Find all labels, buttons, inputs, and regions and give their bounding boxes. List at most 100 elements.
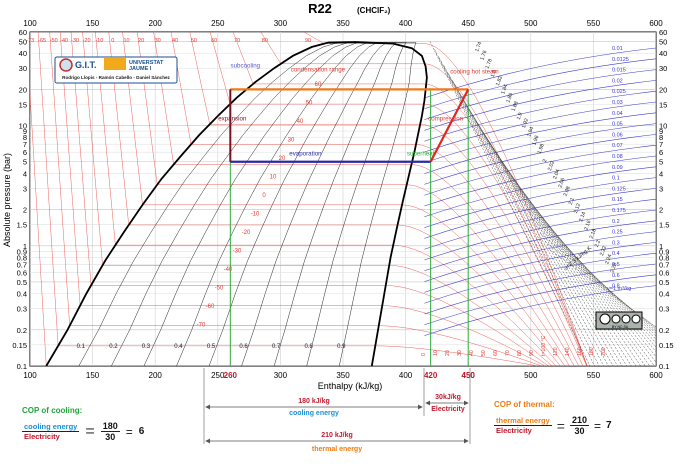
superheat-temp-label: 20 <box>445 350 451 356</box>
superheat-temp-label: 90 <box>529 350 535 356</box>
entropy-label: 1.86 <box>505 92 514 104</box>
entropy-label: 1.84 <box>500 84 509 96</box>
y-tick-label-left: 0.5 <box>17 278 27 287</box>
y-tick-label-left: 10 <box>19 122 27 131</box>
density-label: 0.03 <box>612 100 623 106</box>
entropy-label: 2.14 <box>578 211 587 223</box>
density-label: 0.4 <box>612 251 620 257</box>
entropy-line <box>517 193 656 344</box>
density-label: 0.5 <box>612 262 620 268</box>
y-tick-label-left: 0.2 <box>17 326 27 335</box>
temperature-label-top: -10 <box>95 38 103 44</box>
cycle-annotation: superheat <box>407 151 435 158</box>
y-tick-label-right: 7 <box>659 140 663 149</box>
thermal-value: 210 kJ/kg <box>321 432 353 439</box>
y-tick-label-right: 40 <box>659 49 667 58</box>
density-line <box>424 112 656 164</box>
y-tick-label-right: 4 <box>659 169 663 178</box>
temperature-label-top: -40 <box>60 38 68 44</box>
cop-thermal-fraction-labels: thermal energy Electricity <box>494 416 552 435</box>
isotherm-line <box>108 32 561 366</box>
temperature-label-top: -73 <box>26 38 34 44</box>
x-tick-label-top: 100 <box>23 19 37 28</box>
density-line <box>424 231 656 282</box>
temperature-label-top: 70 <box>234 38 240 44</box>
quality-label: 0.6 <box>239 344 248 350</box>
density-line <box>424 134 656 185</box>
entropy-line <box>494 153 655 366</box>
entropy-line <box>531 217 656 334</box>
isotherm-label: -50 <box>215 286 224 292</box>
superheat-temp-label: 200 <box>601 347 607 356</box>
superheat-temp-label: 140 <box>565 347 571 356</box>
cop-cooling-fraction-values: 180 30 <box>100 421 120 442</box>
temperature-label-top: 30 <box>155 38 161 44</box>
y-tick-label-right: 0.2 <box>659 326 669 335</box>
quality-label: 0.3 <box>142 344 151 350</box>
cycle-annotation: cooling hot steam <box>450 68 499 75</box>
cooling-label: cooling energy <box>289 410 339 417</box>
isotherm-line <box>260 32 588 366</box>
x-tick-label-top: 600 <box>649 19 663 28</box>
y-tick-label-right: 20 <box>659 85 667 94</box>
quality-line <box>306 42 407 366</box>
quality-label: 0.5 <box>207 344 216 350</box>
compression-line <box>429 88 470 163</box>
y-tick-label-right: 0.3 <box>659 305 669 314</box>
isotherm-label: 0 <box>262 193 266 199</box>
isotherm-label: 50 <box>306 101 313 107</box>
density-line <box>424 285 656 336</box>
density-label: 0.125 <box>612 186 626 192</box>
cycle-annotation: subcooling <box>231 62 261 69</box>
y-tick-label-left: 0.8 <box>17 253 27 262</box>
y-tick-label-right: 6 <box>659 148 663 157</box>
entropy-label: 2.1 <box>568 197 576 206</box>
superheat-temp-label: 70 <box>505 350 511 356</box>
entropy-line <box>434 49 595 366</box>
entropy-label: 1.74 <box>474 41 483 53</box>
equals-sign-4: = <box>594 418 602 433</box>
density-lines <box>424 47 656 336</box>
cop-cooling-block: COP of cooling: cooling energy Electrici… <box>22 406 192 442</box>
univ-line2: JAUME I <box>129 66 152 72</box>
marked-enthalpy-label: 420 <box>424 371 438 380</box>
y-tick-label-left: 0.1 <box>17 362 27 371</box>
entropy-label: 1.96 <box>531 135 540 147</box>
density-line <box>424 144 656 196</box>
entropy-label: 1.98 <box>537 143 546 155</box>
y-tick-label-left: 0.4 <box>17 290 27 299</box>
cop-thermal-result: 7 <box>606 420 612 431</box>
y-tick-label-left: 1 <box>23 242 27 251</box>
temperature-label-top: 60 <box>211 38 217 44</box>
x-tick-label-bottom: 250 <box>211 371 225 380</box>
entropy-line <box>443 65 604 366</box>
y-tick-label-left: 40 <box>19 49 27 58</box>
quality-label: 0.8 <box>305 344 314 350</box>
x-tick-label-top: 400 <box>399 19 413 28</box>
y-tick-label-left: 20 <box>19 85 27 94</box>
x-tick-label-bottom: 600 <box>649 371 663 380</box>
density-line <box>424 155 656 207</box>
density-label: 0.06 <box>612 132 623 138</box>
isotherm-line <box>170 32 579 366</box>
quality-label: 0.4 <box>174 344 183 350</box>
density-line <box>424 58 656 110</box>
y-tick-label-right: 9 <box>659 127 663 136</box>
x-tick-label-bottom: 150 <box>86 371 100 380</box>
y-tick-label-left: 0.7 <box>17 260 27 269</box>
superheat-temp-label: 40 <box>469 350 475 356</box>
equals-sign-3: = <box>556 417 565 434</box>
entropy-label: 1.82 <box>495 75 504 87</box>
y-tick-label-right: 0.1 <box>659 362 669 371</box>
license-text: BY NC SA <box>612 325 629 329</box>
temperature-label-top: 0 <box>111 38 114 44</box>
cycle-annotation: expansion <box>218 116 247 123</box>
y-axis-title: Absolute pressure (bar) <box>2 153 12 247</box>
density-line <box>424 220 656 272</box>
isotherm-line <box>136 32 570 366</box>
isotherm-label: -10 <box>251 212 260 218</box>
y-tick-label-right: 0.6 <box>659 268 669 277</box>
y-tick-label-left: 15 <box>19 100 27 109</box>
superheat-temp-label: 160 <box>577 347 583 356</box>
